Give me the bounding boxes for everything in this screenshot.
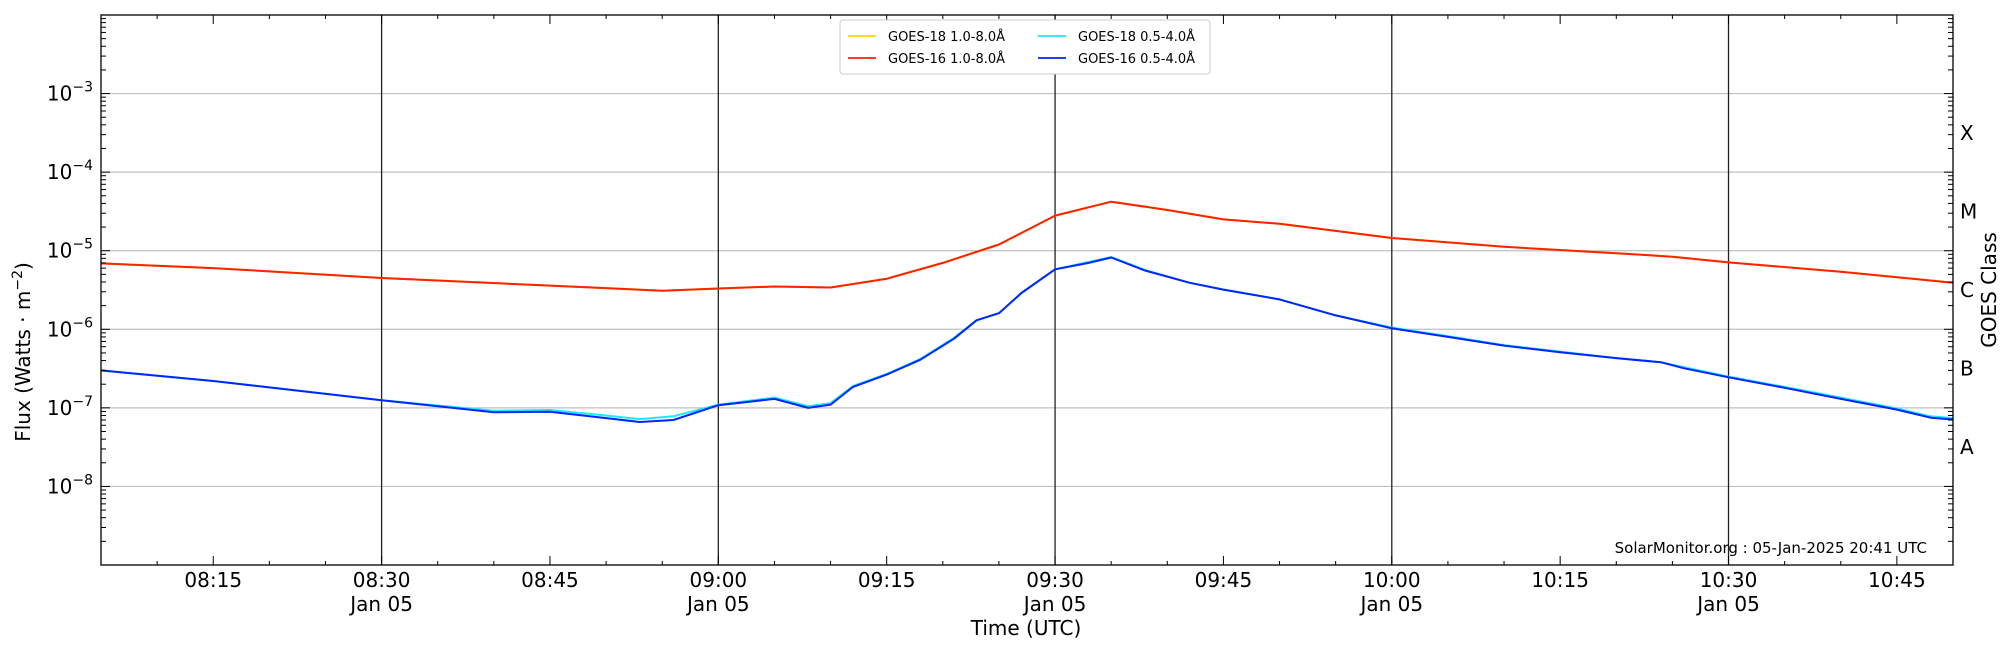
y-tick-label: 10−3 (47, 80, 93, 106)
y-tick-label-exponent: −6 (72, 315, 93, 331)
x-tick-label: 09:30 (1026, 568, 1084, 592)
y-tick-label-exponent: −5 (72, 237, 93, 253)
x-tick-label: 09:45 (1195, 568, 1253, 592)
y-tick-label-base: 10 (47, 160, 72, 184)
goes-class-label: A (1960, 435, 1974, 459)
goes-class-label: C (1960, 278, 1974, 302)
x-tick-date-label: Jan 05 (1022, 592, 1087, 616)
legend-label-2: GOES-18 0.5-4.0Å (1078, 29, 1195, 45)
y-tick-label-base: 10 (47, 82, 72, 106)
y-tick-label-exponent: −8 (72, 472, 93, 488)
x-axis-title: Time (UTC) (970, 616, 1082, 640)
y-tick-label: 10−5 (47, 237, 93, 263)
series-line-2 (100, 256, 1954, 421)
x-tick-date-label: Jan 05 (1695, 592, 1760, 616)
x-tick-label: 10:45 (1868, 568, 1926, 592)
x-tick-label: 08:15 (184, 568, 242, 592)
legend: GOES-18 1.0-8.0Å GOES-16 1.0-8.0Å GOES-18 … (839, 19, 1211, 75)
legend-label-0: GOES-18 1.0-8.0Å (888, 29, 1005, 45)
legend-box (839, 19, 1211, 75)
y-tick-label-exponent: −7 (72, 394, 93, 410)
x-tick-label: 10:15 (1531, 568, 1589, 592)
grid-layer (101, 15, 1953, 565)
series-layer (100, 200, 1954, 423)
series-line-1 (100, 200, 1954, 292)
x-tick-label: 08:30 (353, 568, 411, 592)
x-axis-title-group: Time (UTC) (970, 616, 1082, 640)
x-tick-date-label: Jan 05 (685, 592, 750, 616)
x-tick-label: 09:15 (858, 568, 916, 592)
x-tick-label: 08:45 (521, 568, 579, 592)
x-tick-label: 10:00 (1363, 568, 1421, 592)
y-tick-label: 10−6 (47, 315, 93, 341)
right-axis-title-group: GOES Class (1977, 232, 2000, 348)
series-line-3 (100, 256, 1954, 423)
goes-class-label: B (1960, 357, 1974, 381)
y-tick-label-base: 10 (47, 239, 72, 263)
credit-text: SolarMonitor.org : 05-Jan-2025 20:41 UTC (1615, 539, 1927, 557)
y-tick-label-base: 10 (47, 317, 72, 341)
y-tick-label-base: 10 (47, 474, 72, 498)
x-tick-date-label: Jan 05 (348, 592, 413, 616)
y-tick-label: 10−7 (47, 394, 93, 420)
goes-class-label: M (1960, 199, 1977, 223)
goes-class-label: X (1960, 121, 1974, 145)
y-axis-title-close: ) (11, 262, 35, 270)
x-tick-date-label: Jan 05 (1358, 592, 1423, 616)
y-tick-label: 10−4 (47, 158, 93, 184)
y-axis-title-group: Flux (Watts · m−2) (10, 262, 35, 442)
y-tick-label: 10−8 (47, 472, 93, 498)
y-tick-label-exponent: −4 (72, 158, 93, 174)
y-axis-title-main: Flux (Watts · m (11, 291, 35, 442)
plot-frame (100, 14, 1954, 566)
x-tick-label: 09:00 (690, 568, 748, 592)
x-tick-label: 10:30 (1700, 568, 1758, 592)
legend-label-1: GOES-16 1.0-8.0Å (888, 51, 1005, 67)
right-axis-title: GOES Class (1977, 232, 2000, 348)
legend-label-3: GOES-16 0.5-4.0Å (1078, 51, 1195, 67)
y-tick-label-base: 10 (47, 396, 72, 420)
y-axis-title: Flux (Watts · m−2) (10, 262, 35, 442)
y-axis-title-unit-exponent: −2 (10, 270, 26, 291)
y-tick-label-exponent: −3 (72, 80, 93, 96)
